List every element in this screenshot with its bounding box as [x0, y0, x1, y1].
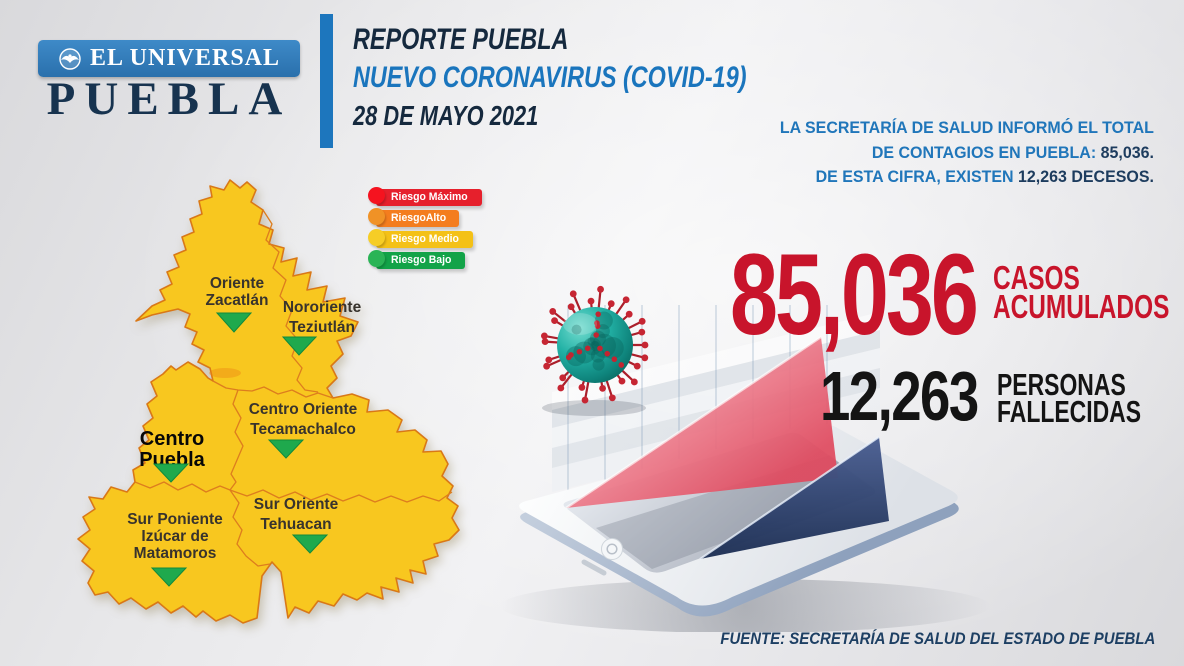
deaths-total-inline: 12,263 DECESOS.	[1018, 167, 1154, 186]
legend-item-riesgo-bajo: Riesgo Bajo	[368, 250, 482, 269]
cases-count: 85,036	[730, 231, 979, 359]
blue-wedge-face	[700, 437, 889, 559]
puebla-state-outline	[77, 179, 460, 624]
trend-down-triangle-tecamachalco	[267, 439, 305, 459]
legend-dot-yellow	[368, 229, 385, 246]
border-tecamachalco-tehuacan	[229, 489, 453, 503]
screen-reflection	[596, 455, 870, 569]
cases-wedge	[565, 335, 838, 510]
virus-body	[557, 307, 633, 383]
label-zacatlan-line2: Zacatlán	[206, 292, 269, 309]
trend-down-triangle-izucar	[150, 567, 188, 587]
covid-illustration	[500, 285, 990, 632]
tablet-home-button	[601, 538, 623, 560]
red-wedge-edge	[565, 335, 822, 510]
legend-dot-green	[368, 250, 385, 267]
legend-dot-orange	[368, 208, 385, 225]
tablet-shadow	[500, 579, 990, 632]
label-zacatlan-line1: Oriente	[210, 275, 265, 292]
report-subtitle: NUEVO CORONAVIRUS (COVID-19)	[353, 61, 747, 94]
source-credit: FUENTE: SECRETARÍA DE SALUD DEL ESTADO D…	[720, 629, 1155, 648]
orange-smudge	[209, 368, 241, 378]
label-izucar-line3: Matamoros	[134, 545, 217, 562]
cases-label: CASOS ACUMULADOS	[993, 259, 1170, 325]
legend-item-riesgo-maximo: Riesgo Máximo	[368, 187, 482, 206]
report-date: 28 DE MAYO 2021	[353, 100, 539, 131]
border-zacatlan-teziutlan	[262, 209, 319, 393]
tablet-side-port	[581, 559, 607, 576]
trend-markers	[150, 312, 329, 587]
label-teziutlan-line1: Nororiente	[283, 299, 362, 316]
border-centro-tecamachalco	[229, 389, 244, 491]
label-tehuacan-line1: Sur Oriente	[254, 496, 339, 513]
region-borders	[134, 209, 453, 567]
cases-total-inline: 85,036.	[1100, 142, 1154, 162]
eagle-emblem-icon	[59, 47, 81, 70]
trend-down-triangle-tehuacan	[291, 534, 329, 554]
map-region-labels: Oriente Zacatlán Nororiente Teziutlán Ce…	[127, 275, 361, 562]
deaths-count: 12,263	[820, 357, 979, 435]
label-tecamachalco-line2: Tecamachalco	[250, 421, 356, 438]
label-izucar-line1: Sur Poniente	[127, 511, 223, 528]
legend-item-riesgo-alto: RiesgoAlto	[368, 208, 482, 227]
legend-bar-orange: RiesgoAlto	[376, 209, 460, 227]
label-tehuacan-line2: Tehuacan	[260, 516, 331, 533]
deaths-label: PERSONAS FALLECIDAS	[997, 367, 1142, 429]
border-north-center	[212, 380, 334, 399]
legend-bar-red: Riesgo Máximo	[376, 188, 482, 206]
report-title: REPORTE PUEBLA	[353, 23, 569, 56]
virus-surface-proteins	[565, 311, 625, 368]
header-divider-bar	[320, 14, 333, 148]
el-universal-logo: EL UNIVERSAL	[38, 40, 300, 77]
border-surponiente-suroriente	[229, 489, 271, 567]
summary-line-1: LA SECRETARÍA DE SALUD INFORMÓ EL TOTAL	[779, 118, 1154, 137]
label-izucar-line2: Izúcar de	[141, 528, 209, 545]
blue-wedge-edge	[699, 436, 880, 560]
label-teziutlan-line2: Teziutlán	[289, 319, 355, 336]
virus-highlight	[563, 313, 597, 335]
trend-down-triangle-teziutlan	[281, 336, 318, 356]
brand-name: EL UNIVERSAL	[89, 45, 281, 71]
label-tecamachalco-line1: Centro Oriente	[249, 401, 358, 418]
tablet-home-button-ring	[606, 543, 618, 555]
legend-bar-yellow: Riesgo Medio	[376, 230, 473, 248]
brand-region: PUEBLA	[46, 73, 292, 125]
legend-dot-red	[368, 187, 385, 204]
risk-legend: Riesgo Máximo RiesgoAlto Riesgo Medio Ri…	[368, 187, 482, 271]
trend-down-triangle-centro-puebla	[152, 463, 190, 483]
deaths-wedge	[699, 436, 889, 560]
legend-item-riesgo-medio: Riesgo Medio	[368, 229, 482, 248]
legend-bar-green: Riesgo Bajo	[376, 251, 465, 269]
red-wedge-face	[566, 337, 838, 508]
summary-line-3: DE ESTA CIFRA, EXISTEN 12,263 DECESOS.	[815, 167, 1154, 186]
summary-text: LA SECRETARÍA DE SALUD INFORMÓ EL TOTAL …	[780, 116, 1154, 190]
label-centro-puebla-line1: Centro	[140, 428, 204, 450]
virus-shadow	[542, 400, 646, 416]
summary-line-2: DE CONTAGIOS EN PUEBLA: 85,036.	[871, 142, 1154, 162]
trend-down-triangle-zacatlan	[215, 312, 253, 333]
puebla-risk-map: Oriente Zacatlán Nororiente Teziutlán Ce…	[77, 179, 460, 624]
coronavirus-icon	[540, 285, 649, 416]
border-centro-surponiente	[134, 481, 231, 493]
report-header: REPORTE PUEBLA NUEVO CORONAVIRUS (COVID-…	[353, 21, 747, 135]
